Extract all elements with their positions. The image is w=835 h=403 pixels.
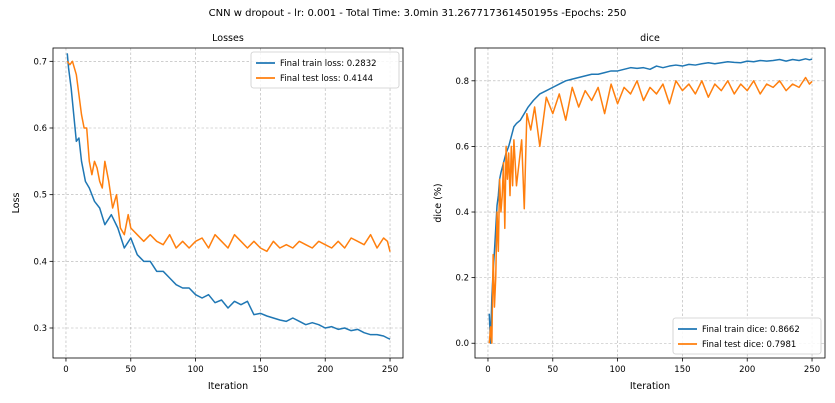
losses-y-tick-label: 0.3	[33, 324, 47, 334]
losses-series-train-line	[66, 53, 391, 340]
losses-y-tick-label: 0.5	[33, 191, 47, 201]
dice-series-train-line	[488, 58, 813, 344]
dice-legend-box	[672, 317, 822, 355]
losses-y-axis-label: Loss	[11, 193, 22, 214]
losses-legend-label-train: Final train loss: 0.2832	[280, 59, 377, 69]
losses-x-tick-label: 200	[317, 365, 333, 375]
dice-x-axis-label: Iteration	[630, 381, 670, 392]
dice-x-tick-label: 0	[485, 365, 490, 375]
dice-series-test-line	[488, 76, 813, 344]
dice-y-axis-label: dice (%)	[433, 183, 444, 222]
losses-chart-title: Losses	[212, 33, 244, 44]
dice-x-tick-label: 150	[674, 365, 690, 375]
losses-legend-box	[250, 51, 400, 89]
losses-x-tick-label: 250	[382, 365, 398, 375]
losses-legend-label-test: Final test loss: 0.4144	[280, 74, 373, 84]
dice-y-tick-label: 0.4	[455, 208, 469, 218]
losses-x-tick-label: 100	[187, 365, 203, 375]
dice-x-tick-label: 250	[804, 365, 820, 375]
dice-plot-frame	[474, 47, 826, 359]
dice-x-tick-label: 50	[547, 365, 558, 375]
losses-x-tick-label: 50	[125, 365, 136, 375]
dice-x-tick-label: 100	[609, 365, 625, 375]
losses-y-tick-label: 0.6	[33, 124, 47, 134]
losses-x-tick-label: 0	[63, 365, 68, 375]
dice-x-tick-label: 200	[739, 365, 755, 375]
dice-legend-label-test: Final test dice: 0.7981	[702, 340, 796, 350]
dice-y-tick-label: 0.2	[455, 274, 469, 284]
dice-chart-title: dice	[640, 33, 660, 44]
losses-plot-frame	[52, 47, 404, 359]
losses-series-test-line	[66, 60, 391, 253]
figure-title: CNN w dropout - lr: 0.001 - Total Time: …	[208, 8, 627, 19]
losses-y-tick-label: 0.7	[33, 57, 47, 67]
dice-y-tick-label: 0.6	[455, 142, 469, 152]
losses-y-tick-label: 0.4	[33, 257, 47, 267]
losses-x-tick-label: 150	[252, 365, 268, 375]
dice-legend-label-train: Final train dice: 0.8662	[702, 325, 800, 335]
losses-x-axis-label: Iteration	[208, 381, 248, 392]
dice-y-tick-label: 0.0	[455, 339, 469, 349]
dice-y-tick-label: 0.8	[455, 77, 469, 87]
